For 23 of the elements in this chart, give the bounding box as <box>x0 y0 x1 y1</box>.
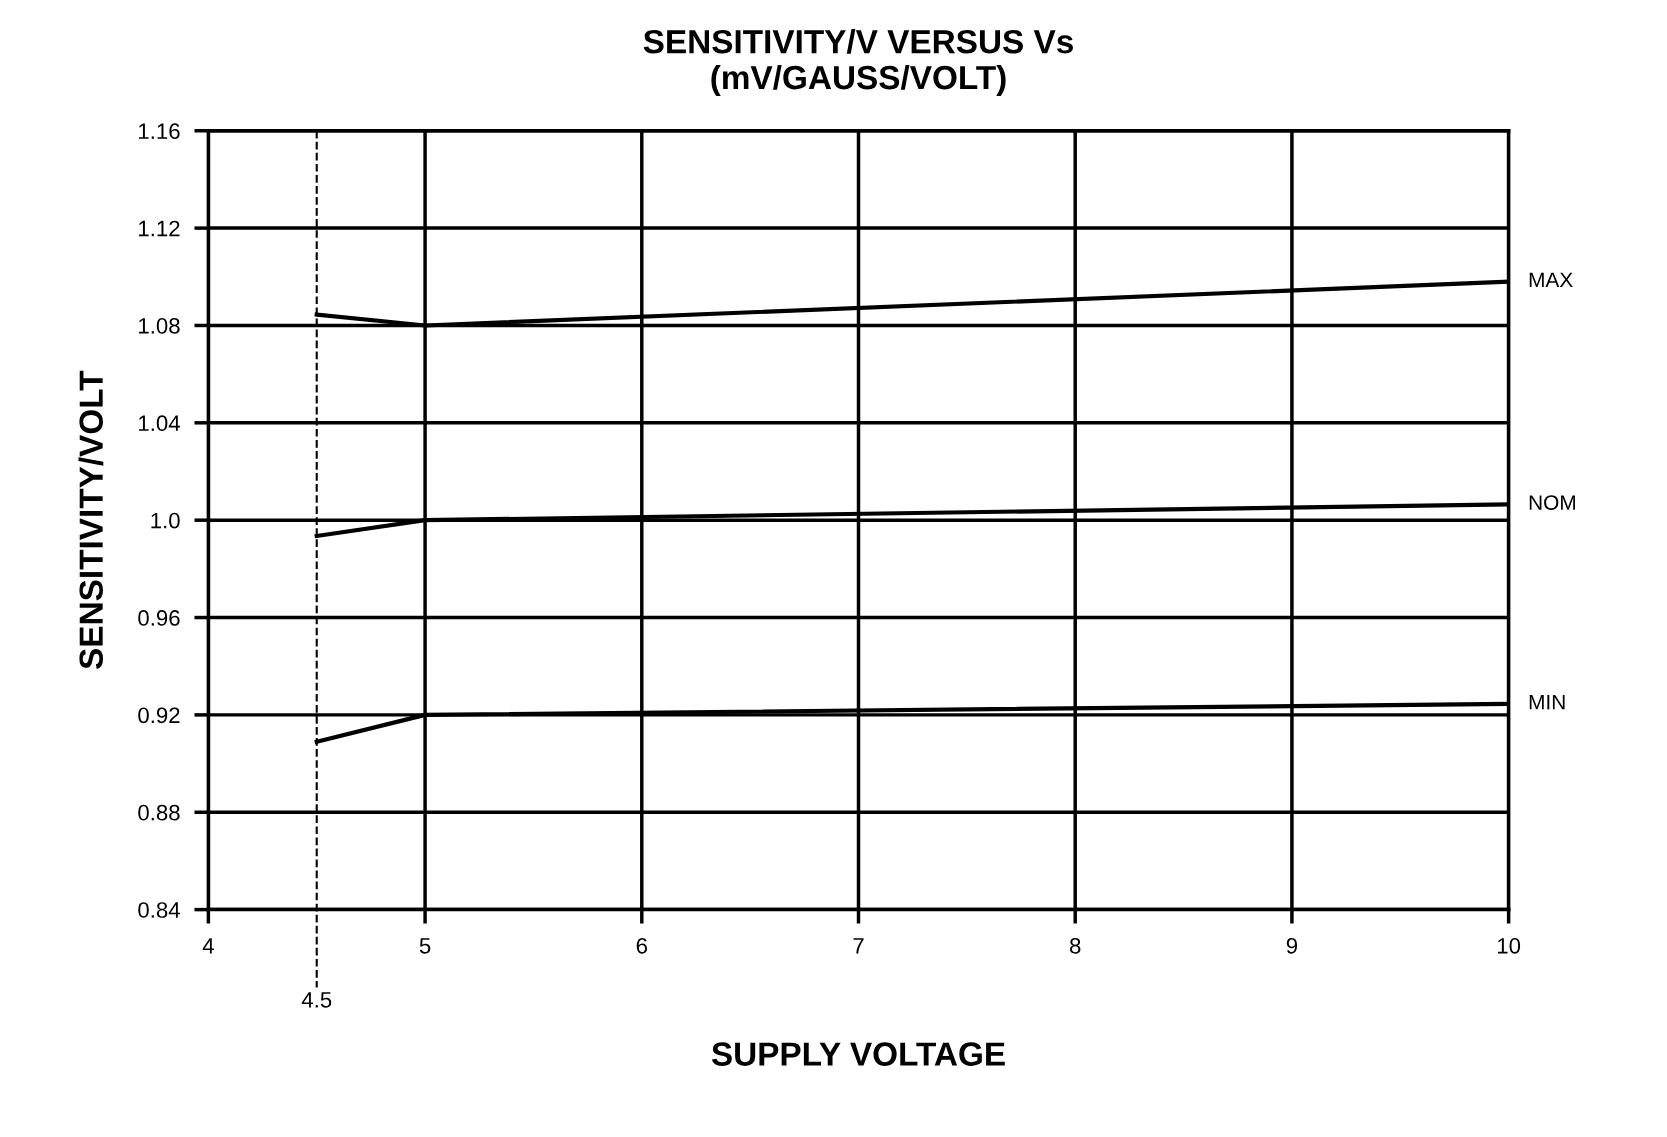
x-tick-label: 6 <box>636 937 647 954</box>
x-axis-title: SUPPLY VOLTAGE <box>711 1042 1005 1066</box>
y-tick-label: 1.16 <box>139 123 180 140</box>
x-tick-label: 8 <box>1070 937 1081 954</box>
series-label: MAX <box>1529 272 1573 288</box>
chart-title: SENSITIVITY/V VERSUS Vs (mV/GAUSS/VOLT) <box>643 29 1073 97</box>
series-label: MIN <box>1529 694 1565 710</box>
y-tick-label: 1.0 <box>151 512 180 529</box>
x-tick-label: 9 <box>1286 937 1298 954</box>
x-tick-label: 4 <box>202 938 214 954</box>
y-axis-title: SENSITIVITY/VOLT <box>78 370 104 669</box>
y-tick-label: 0.96 <box>138 610 180 626</box>
y-tick-label: 0.92 <box>138 707 180 724</box>
y-tick-label: 0.88 <box>138 804 180 821</box>
y-tick-label: 1.08 <box>139 318 180 334</box>
x-tick-label: 10 <box>1497 937 1521 954</box>
x-tick-label: 7 <box>853 938 864 954</box>
y-tick-label: 1.04 <box>139 415 180 432</box>
ref-line-label: 4.5 <box>301 992 332 1008</box>
y-tick-label: 1.12 <box>139 220 180 237</box>
x-tick-label: 5 <box>419 938 431 954</box>
y-tick-label: 0.84 <box>138 902 180 918</box>
series-label: NOM <box>1529 495 1575 510</box>
